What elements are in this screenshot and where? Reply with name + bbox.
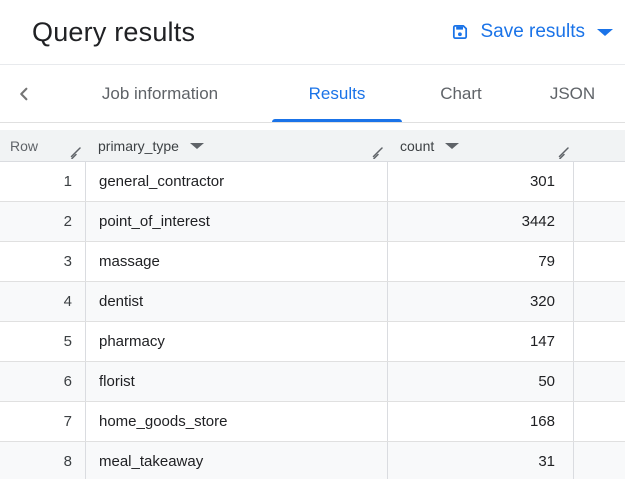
count-cell: 320 bbox=[387, 282, 573, 321]
table-row: 7 home_goods_store 168 bbox=[0, 402, 625, 442]
tab-label: Results bbox=[308, 83, 366, 103]
primary-type-cell: home_goods_store bbox=[85, 402, 387, 441]
tab-label: Chart bbox=[440, 83, 482, 103]
count-cell: 3442 bbox=[387, 202, 573, 241]
row-number-cell: 5 bbox=[63, 333, 72, 350]
tab-label: Job information bbox=[101, 83, 219, 103]
sort-caret-icon[interactable] bbox=[445, 142, 460, 149]
column-resize-grip-icon[interactable] bbox=[557, 146, 570, 160]
tab-json[interactable]: JSON bbox=[520, 65, 625, 122]
results-table: Row primary_type count bbox=[0, 130, 625, 479]
page-title: Query results bbox=[32, 16, 196, 47]
row-spacer-cell bbox=[573, 242, 625, 281]
count-cell: 50 bbox=[387, 362, 573, 401]
count-cell: 31 bbox=[387, 442, 573, 479]
table-row: 5 pharmacy 147 bbox=[0, 322, 625, 362]
table-row: 8 meal_takeaway 31 bbox=[0, 442, 625, 479]
tab-job-information[interactable]: Job information bbox=[48, 65, 272, 122]
save-icon bbox=[450, 22, 470, 42]
tab-label: JSON bbox=[549, 83, 596, 103]
tab-results[interactable]: Results bbox=[272, 65, 402, 122]
table-row: 6 florist 50 bbox=[0, 362, 625, 402]
row-spacer-cell bbox=[573, 402, 625, 441]
tab-bar: Job information Results Chart JSON bbox=[0, 65, 625, 123]
column-header-count: count bbox=[387, 130, 573, 161]
save-results-button[interactable]: Save results bbox=[450, 21, 613, 43]
row-number-cell: 3 bbox=[63, 253, 72, 270]
row-number-cell: 4 bbox=[63, 293, 72, 310]
column-label: primary_type bbox=[98, 137, 179, 154]
table-row: 1 general_contractor 301 bbox=[0, 162, 625, 202]
column-header-primary-type: primary_type bbox=[85, 130, 387, 161]
primary-type-cell: pharmacy bbox=[85, 322, 387, 361]
table-row: 4 dentist 320 bbox=[0, 282, 625, 322]
row-spacer-cell bbox=[573, 322, 625, 361]
primary-type-cell: meal_takeaway bbox=[85, 442, 387, 479]
row-number-cell: 6 bbox=[63, 373, 72, 390]
count-cell: 168 bbox=[387, 402, 573, 441]
row-spacer-cell bbox=[573, 202, 625, 241]
column-resize-grip-icon[interactable] bbox=[371, 146, 384, 160]
row-number-cell: 8 bbox=[63, 453, 72, 470]
row-number-cell: 2 bbox=[63, 213, 72, 230]
column-label: count bbox=[400, 137, 435, 154]
row-number-cell: 7 bbox=[63, 413, 72, 430]
row-spacer-cell bbox=[573, 162, 625, 201]
primary-type-cell: point_of_interest bbox=[85, 202, 387, 241]
count-cell: 301 bbox=[387, 162, 573, 201]
count-cell: 79 bbox=[387, 242, 573, 281]
row-spacer-cell bbox=[573, 442, 625, 479]
results-header: Query results Save results bbox=[0, 0, 625, 65]
count-cell: 147 bbox=[387, 322, 573, 361]
scroll-tabs-left-button[interactable] bbox=[0, 65, 48, 122]
primary-type-cell: dentist bbox=[85, 282, 387, 321]
column-header-row-number: Row bbox=[0, 130, 85, 161]
primary-type-cell: general_contractor bbox=[85, 162, 387, 201]
chevron-left-icon bbox=[13, 83, 35, 105]
active-tab-underline bbox=[272, 119, 402, 122]
save-results-label: Save results bbox=[480, 21, 585, 42]
row-spacer-cell bbox=[573, 282, 625, 321]
sort-caret-icon[interactable] bbox=[189, 142, 204, 149]
primary-type-cell: massage bbox=[85, 242, 387, 281]
results-table-body: 1 general_contractor 301 2 point_of_inte… bbox=[0, 162, 625, 479]
column-header-row: Row primary_type count bbox=[0, 130, 625, 162]
table-row: 3 massage 79 bbox=[0, 242, 625, 282]
column-header-spacer bbox=[573, 130, 625, 161]
row-spacer-cell bbox=[573, 362, 625, 401]
table-row: 2 point_of_interest 3442 bbox=[0, 202, 625, 242]
tab-chart[interactable]: Chart bbox=[402, 65, 520, 122]
primary-type-cell: florist bbox=[85, 362, 387, 401]
dropdown-caret-icon bbox=[597, 28, 613, 36]
row-number-cell: 1 bbox=[63, 173, 72, 190]
column-resize-grip-icon[interactable] bbox=[69, 146, 82, 160]
column-label: Row bbox=[10, 137, 39, 154]
